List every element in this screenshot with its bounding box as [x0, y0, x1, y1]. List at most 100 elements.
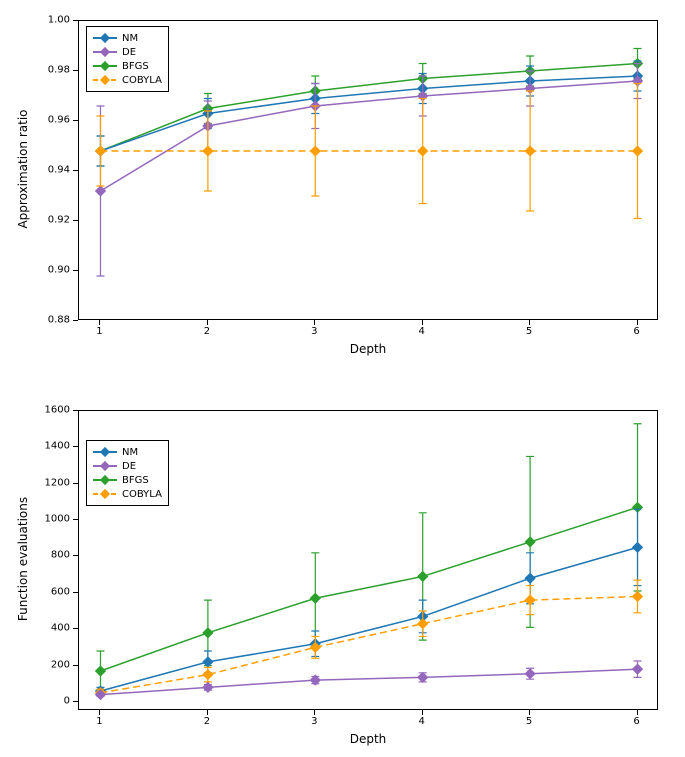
legend-label: BFGS	[122, 61, 149, 72]
marker-cobyla	[203, 146, 213, 156]
legend-marker-icon	[100, 447, 110, 457]
legend-marker-icon	[100, 489, 110, 499]
y-axis-label: Approximation ratio	[16, 69, 30, 269]
marker-de	[96, 186, 106, 196]
legend-label: DE	[122, 47, 136, 58]
y-tick-mark	[73, 20, 78, 21]
y-tick-mark	[73, 120, 78, 121]
marker-de	[633, 664, 643, 674]
legend-marker-icon	[100, 75, 110, 85]
x-tick-label: 2	[204, 326, 210, 337]
legend-bottom: NM DE BFGS COBYLA	[86, 440, 169, 506]
legend-item: NM	[93, 445, 162, 459]
y-tick-mark	[73, 665, 78, 666]
y-tick-label: 1200	[38, 477, 70, 488]
legend-label: NM	[122, 33, 138, 44]
legend-label: COBYLA	[122, 489, 162, 500]
x-tick-mark	[207, 320, 208, 325]
marker-cobyla	[203, 670, 213, 680]
legend-item: BFGS	[93, 59, 162, 73]
legend-item: COBYLA	[93, 73, 162, 87]
legend-swatch	[93, 460, 117, 472]
marker-de	[418, 672, 428, 682]
x-tick-label: 4	[419, 326, 425, 337]
legend-swatch	[93, 60, 117, 72]
x-tick-mark	[314, 710, 315, 715]
marker-cobyla	[525, 146, 535, 156]
x-tick-label: 1	[96, 326, 102, 337]
y-tick-label: 0.88	[38, 315, 70, 326]
x-tick-label: 1	[96, 716, 102, 727]
legend-swatch	[93, 446, 117, 458]
legend-label: NM	[122, 447, 138, 458]
legend-swatch	[93, 488, 117, 500]
marker-de	[525, 669, 535, 679]
y-tick-mark	[73, 70, 78, 71]
x-tick-mark	[99, 320, 100, 325]
y-tick-label: 0.96	[38, 115, 70, 126]
marker-bfgs	[203, 628, 213, 638]
marker-cobyla	[418, 146, 428, 156]
y-tick-mark	[73, 628, 78, 629]
y-tick-mark	[73, 446, 78, 447]
marker-bfgs	[96, 666, 106, 676]
y-tick-label: 800	[38, 550, 70, 561]
x-tick-label: 3	[311, 326, 317, 337]
y-tick-mark	[73, 592, 78, 593]
legend-item: NM	[93, 31, 162, 45]
legend-top: NM DE BFGSCOBYLA	[86, 26, 169, 92]
legend-swatch	[93, 474, 117, 486]
y-tick-label: 1000	[38, 514, 70, 525]
marker-cobyla	[310, 146, 320, 156]
y-tick-label: 0	[38, 695, 70, 706]
y-tick-mark	[73, 519, 78, 520]
legend-swatch	[93, 32, 117, 44]
series-line-de	[100, 669, 637, 694]
legend-label: BFGS	[122, 475, 149, 486]
y-tick-label: 600	[38, 586, 70, 597]
series-line-de	[100, 81, 637, 191]
y-tick-label: 200	[38, 659, 70, 670]
legend-marker-icon	[100, 461, 110, 471]
y-tick-mark	[73, 320, 78, 321]
x-axis-label: Depth	[78, 732, 658, 746]
y-tick-label: 400	[38, 623, 70, 634]
y-tick-label: 0.92	[38, 215, 70, 226]
legend-label: DE	[122, 461, 136, 472]
x-tick-label: 3	[311, 716, 317, 727]
x-tick-mark	[314, 320, 315, 325]
x-tick-mark	[207, 710, 208, 715]
y-tick-label: 1400	[38, 441, 70, 452]
x-tick-mark	[637, 320, 638, 325]
y-tick-mark	[73, 483, 78, 484]
y-tick-mark	[73, 170, 78, 171]
x-tick-label: 2	[204, 716, 210, 727]
x-tick-label: 6	[633, 716, 639, 727]
legend-item: COBYLA	[93, 487, 162, 501]
x-tick-label: 6	[633, 326, 639, 337]
y-tick-label: 1600	[38, 405, 70, 416]
y-tick-mark	[73, 270, 78, 271]
marker-cobyla	[633, 592, 643, 602]
x-tick-label: 5	[526, 716, 532, 727]
x-tick-label: 4	[419, 716, 425, 727]
x-tick-mark	[422, 710, 423, 715]
legend-swatch	[93, 46, 117, 58]
legend-item: DE	[93, 459, 162, 473]
x-tick-label: 5	[526, 326, 532, 337]
marker-de	[203, 682, 213, 692]
x-tick-mark	[529, 710, 530, 715]
marker-bfgs	[418, 572, 428, 582]
legend-swatch	[93, 74, 117, 86]
y-tick-label: 0.98	[38, 65, 70, 76]
x-tick-mark	[637, 710, 638, 715]
legend-marker-icon	[100, 61, 110, 71]
marker-bfgs	[525, 537, 535, 547]
legend-item: DE	[93, 45, 162, 59]
legend-marker-icon	[100, 475, 110, 485]
x-tick-mark	[99, 710, 100, 715]
y-tick-mark	[73, 410, 78, 411]
marker-nm	[525, 573, 535, 583]
x-tick-mark	[422, 320, 423, 325]
y-tick-label: 0.90	[38, 265, 70, 276]
